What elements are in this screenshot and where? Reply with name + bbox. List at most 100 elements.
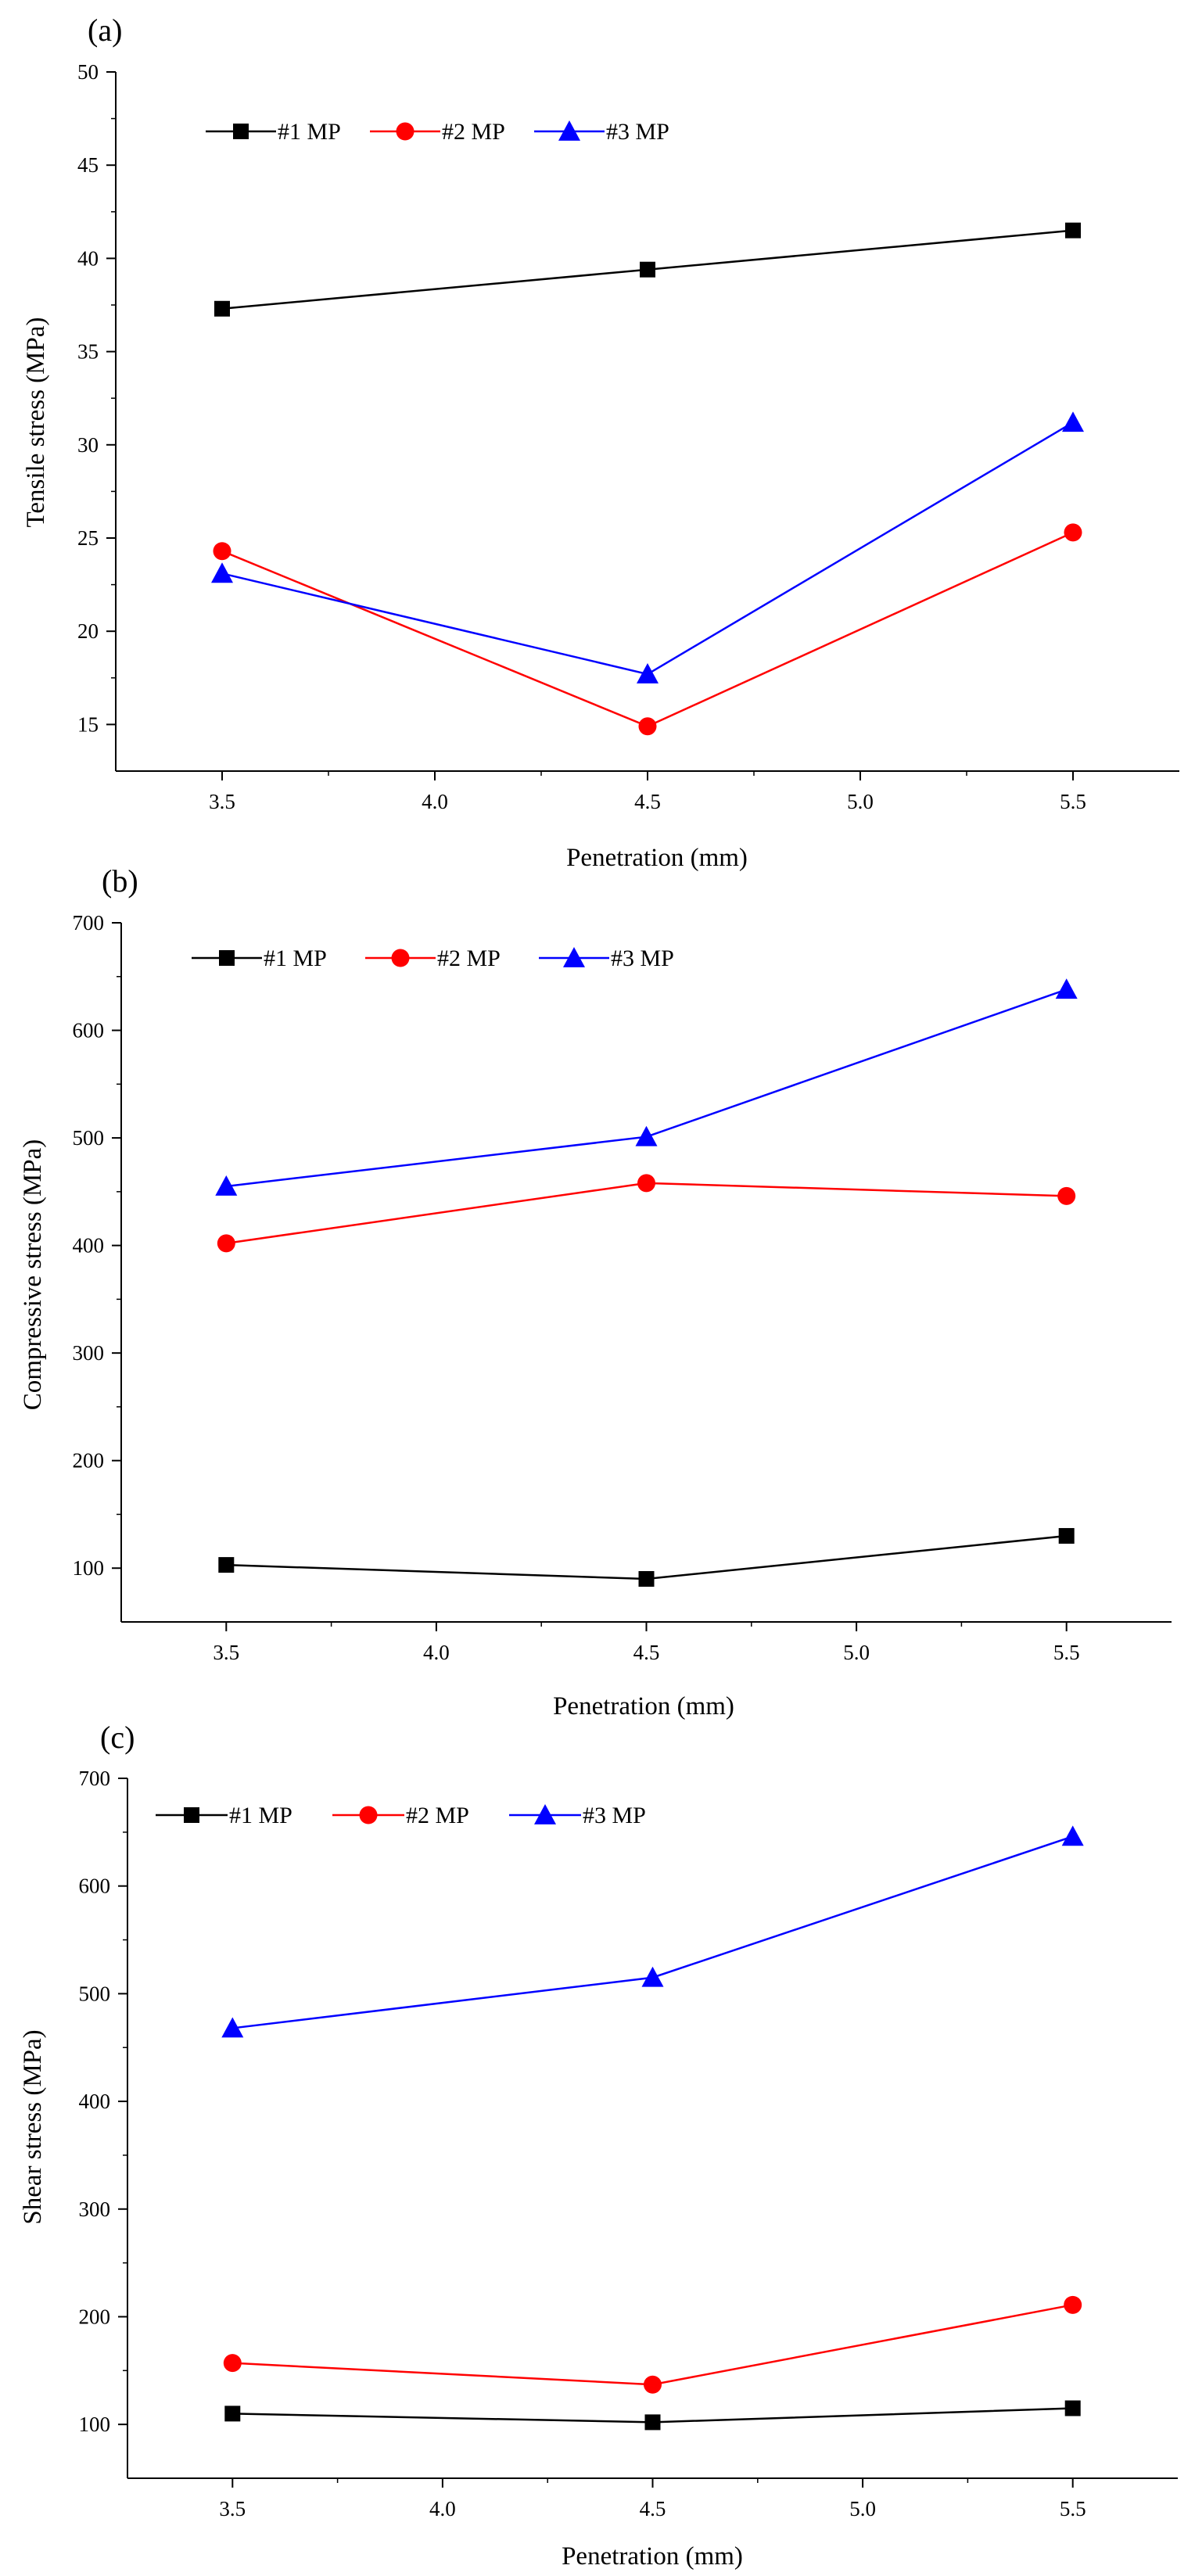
y-tick-label: 300 bbox=[79, 2197, 111, 2221]
data-point bbox=[637, 1174, 655, 1193]
y-tick-label: 30 bbox=[77, 433, 99, 457]
y-tick-label: 500 bbox=[79, 1982, 111, 2005]
legend-square-marker bbox=[219, 950, 235, 966]
x-tick-label: 3.5 bbox=[209, 790, 235, 813]
legend-label: #2 MP bbox=[406, 1803, 469, 1828]
x-tick-label: 5.0 bbox=[847, 790, 874, 813]
y-tick-label: 20 bbox=[77, 619, 99, 643]
data-point bbox=[223, 2354, 242, 2373]
data-point bbox=[1058, 1527, 1075, 1544]
data-point bbox=[211, 562, 233, 583]
y-axis-label: Compressive stress (MPa) bbox=[19, 1139, 47, 1410]
data-point bbox=[214, 300, 230, 317]
data-point bbox=[1065, 222, 1081, 239]
legend-circle-marker bbox=[359, 1806, 378, 1824]
y-tick-label: 100 bbox=[79, 2413, 111, 2436]
data-point bbox=[221, 2017, 244, 2038]
series-line bbox=[232, 1835, 1074, 2029]
data-point bbox=[1055, 978, 1078, 999]
data-point bbox=[215, 1175, 238, 1196]
y-tick-label: 400 bbox=[79, 2090, 111, 2113]
x-tick-label: 4.0 bbox=[423, 1641, 450, 1664]
data-point bbox=[637, 663, 659, 683]
y-tick-label: 600 bbox=[79, 1875, 111, 1898]
y-tick-label: 200 bbox=[79, 2305, 111, 2328]
data-point bbox=[1057, 1186, 1076, 1205]
y-axis-label: Tensile stress (MPa) bbox=[22, 318, 50, 528]
y-tick-label: 45 bbox=[77, 153, 99, 177]
legend-label: #2 MP bbox=[442, 119, 505, 145]
data-point bbox=[644, 2375, 662, 2394]
x-tick-label: 5.0 bbox=[849, 2497, 876, 2520]
data-point bbox=[641, 1966, 664, 1987]
legend-circle-marker bbox=[391, 949, 410, 967]
x-tick-label: 4.0 bbox=[422, 790, 448, 813]
legend-label: #1 MP bbox=[278, 119, 341, 145]
y-tick-label: 15 bbox=[77, 712, 99, 736]
x-axis-label: Penetration (mm) bbox=[553, 1692, 734, 1720]
data-point bbox=[1061, 1825, 1084, 1846]
data-point bbox=[638, 717, 657, 736]
data-point bbox=[644, 2414, 661, 2431]
chart-panel-3: 3.5 4.0 4.5 5.0 5.5 100 200 300 400 500 600 700 (c) P… bbox=[19, 1720, 1178, 2571]
y-tick-label: 50 bbox=[77, 60, 99, 84]
x-tick-label: 4.5 bbox=[634, 790, 661, 813]
series-line bbox=[221, 422, 1074, 676]
y-tick-label: 500 bbox=[73, 1126, 105, 1150]
y-axis-label: Shear stress (MPa) bbox=[19, 2029, 47, 2224]
x-tick-label: 5.5 bbox=[1060, 790, 1086, 813]
data-point bbox=[640, 261, 655, 278]
legend-label: #1 MP bbox=[229, 1803, 292, 1828]
legend-triangle-marker bbox=[558, 120, 580, 141]
x-axis-label: Penetration (mm) bbox=[562, 2542, 743, 2571]
data-point bbox=[224, 2406, 241, 2422]
x-axis-label: Penetration (mm) bbox=[566, 844, 748, 872]
legend-square-marker bbox=[184, 1807, 199, 1823]
x-tick-label: 3.5 bbox=[219, 2497, 246, 2520]
y-tick-label: 300 bbox=[73, 1341, 105, 1365]
data-point bbox=[1062, 411, 1084, 432]
legend-label: #3 MP bbox=[583, 1803, 646, 1828]
legend-circle-marker bbox=[396, 122, 414, 141]
legend-square-marker bbox=[233, 124, 249, 139]
x-tick-label: 5.0 bbox=[843, 1641, 870, 1664]
x-tick-label: 4.5 bbox=[633, 1641, 660, 1664]
y-tick-label: 400 bbox=[73, 1234, 105, 1258]
y-tick-label: 25 bbox=[77, 526, 99, 550]
data-point bbox=[1064, 2400, 1081, 2416]
series-line bbox=[226, 988, 1068, 1188]
data-point bbox=[635, 1125, 658, 1146]
x-tick-label: 4.0 bbox=[429, 2497, 456, 2520]
y-tick-label: 700 bbox=[73, 911, 105, 935]
chart-panel-1: 3.5 4.0 4.5 5.0 5.5 15 20 25 30 35 40 45 50 (a) Penetr… bbox=[22, 13, 1179, 872]
y-tick-label: 35 bbox=[77, 340, 99, 364]
data-point bbox=[1064, 523, 1082, 542]
legend-label: #3 MP bbox=[606, 119, 669, 145]
chart-panel-2: 3.5 4.0 4.5 5.0 5.5 100 200 300 400 500 600 700 (b) P… bbox=[19, 863, 1172, 1720]
panel-label: (b) bbox=[102, 863, 138, 899]
data-point bbox=[213, 542, 231, 561]
legend-label: #3 MP bbox=[611, 945, 674, 971]
y-tick-label: 700 bbox=[79, 1767, 111, 1790]
panel-label: (a) bbox=[88, 13, 122, 48]
series-line bbox=[226, 1182, 1067, 1245]
data-point bbox=[1064, 2295, 1082, 2314]
x-tick-label: 5.5 bbox=[1060, 2497, 1086, 2520]
legend-triangle-marker bbox=[534, 1804, 556, 1824]
series-line bbox=[221, 531, 1074, 728]
data-point bbox=[217, 1234, 235, 1253]
data-point bbox=[218, 1557, 235, 1573]
y-tick-label: 100 bbox=[73, 1556, 105, 1580]
y-tick-label: 200 bbox=[73, 1449, 105, 1473]
legend-label: #2 MP bbox=[437, 945, 501, 971]
x-tick-label: 3.5 bbox=[213, 1641, 239, 1664]
y-tick-label: 600 bbox=[73, 1019, 105, 1042]
series-line bbox=[232, 2304, 1073, 2386]
x-tick-label: 4.5 bbox=[640, 2497, 666, 2520]
y-tick-label: 40 bbox=[77, 246, 99, 270]
panel-label: (c) bbox=[100, 1720, 135, 1755]
legend-label: #1 MP bbox=[264, 945, 327, 971]
data-point bbox=[638, 1570, 655, 1587]
legend-triangle-marker bbox=[563, 947, 585, 967]
